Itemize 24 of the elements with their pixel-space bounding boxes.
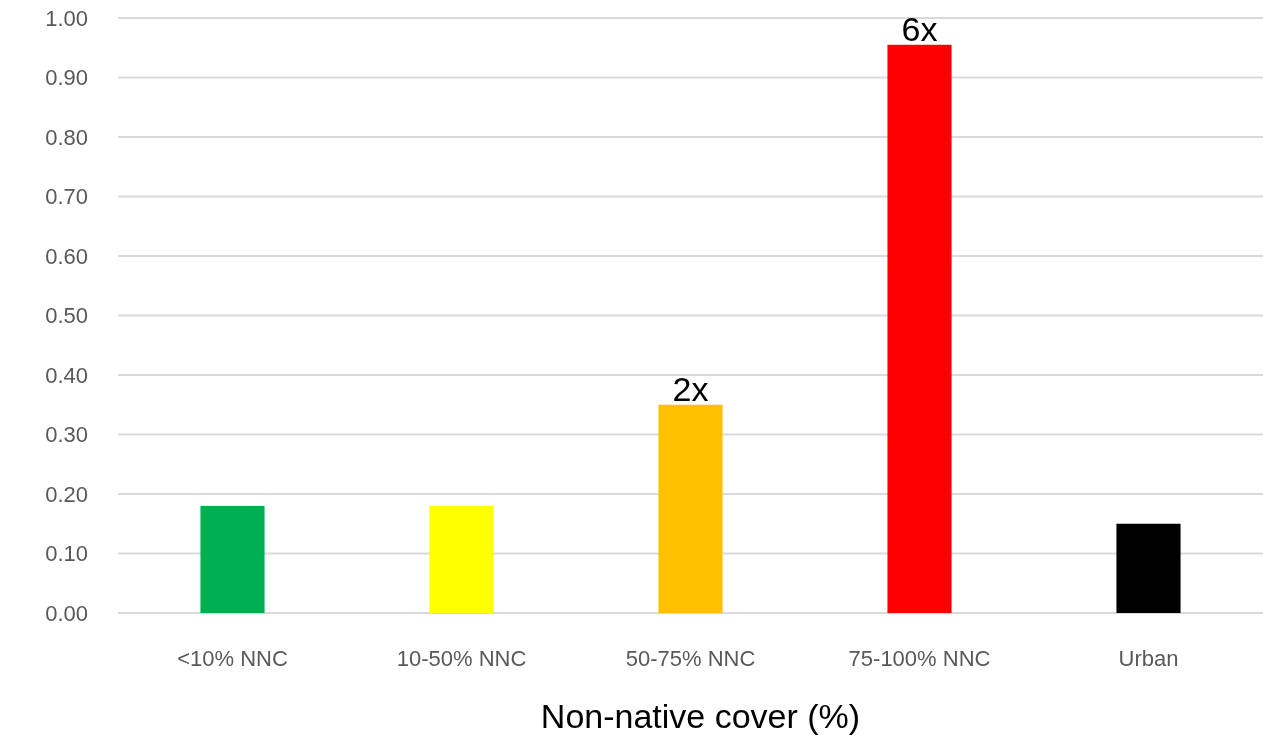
y-tick-label: 0.90 — [45, 65, 88, 91]
bar — [658, 404, 723, 613]
y-tick-label: 0.60 — [45, 243, 88, 269]
x-tick-label: <10% NNC — [177, 646, 288, 671]
x-tick-label: 75-100% NNC — [848, 646, 991, 671]
bar — [887, 44, 952, 613]
bar — [429, 505, 494, 613]
y-tick-label: 0.40 — [45, 362, 88, 388]
x-tick-label: 50-75% NNC — [625, 646, 756, 671]
y-tick-label: 0.80 — [45, 124, 88, 150]
annotation: 2x — [672, 369, 709, 408]
y-tick-label: 0.20 — [45, 481, 88, 507]
x-tick-label: Urban — [1118, 646, 1179, 671]
y-tick-label: 1.00 — [45, 5, 88, 31]
bar — [1116, 523, 1181, 613]
bar — [200, 505, 265, 613]
y-tick-label: 0.00 — [45, 600, 88, 626]
y-tick-label: 0.10 — [45, 541, 88, 567]
x-tick-label: 10-50% NNC — [396, 646, 527, 671]
x-axis-title: Non-native cover (%) — [540, 697, 861, 735]
annotation: 6x — [901, 9, 938, 48]
y-tick-label: 0.70 — [45, 184, 88, 210]
y-tick-label: 0.30 — [45, 422, 88, 448]
y-tick-label: 0.50 — [45, 303, 88, 329]
